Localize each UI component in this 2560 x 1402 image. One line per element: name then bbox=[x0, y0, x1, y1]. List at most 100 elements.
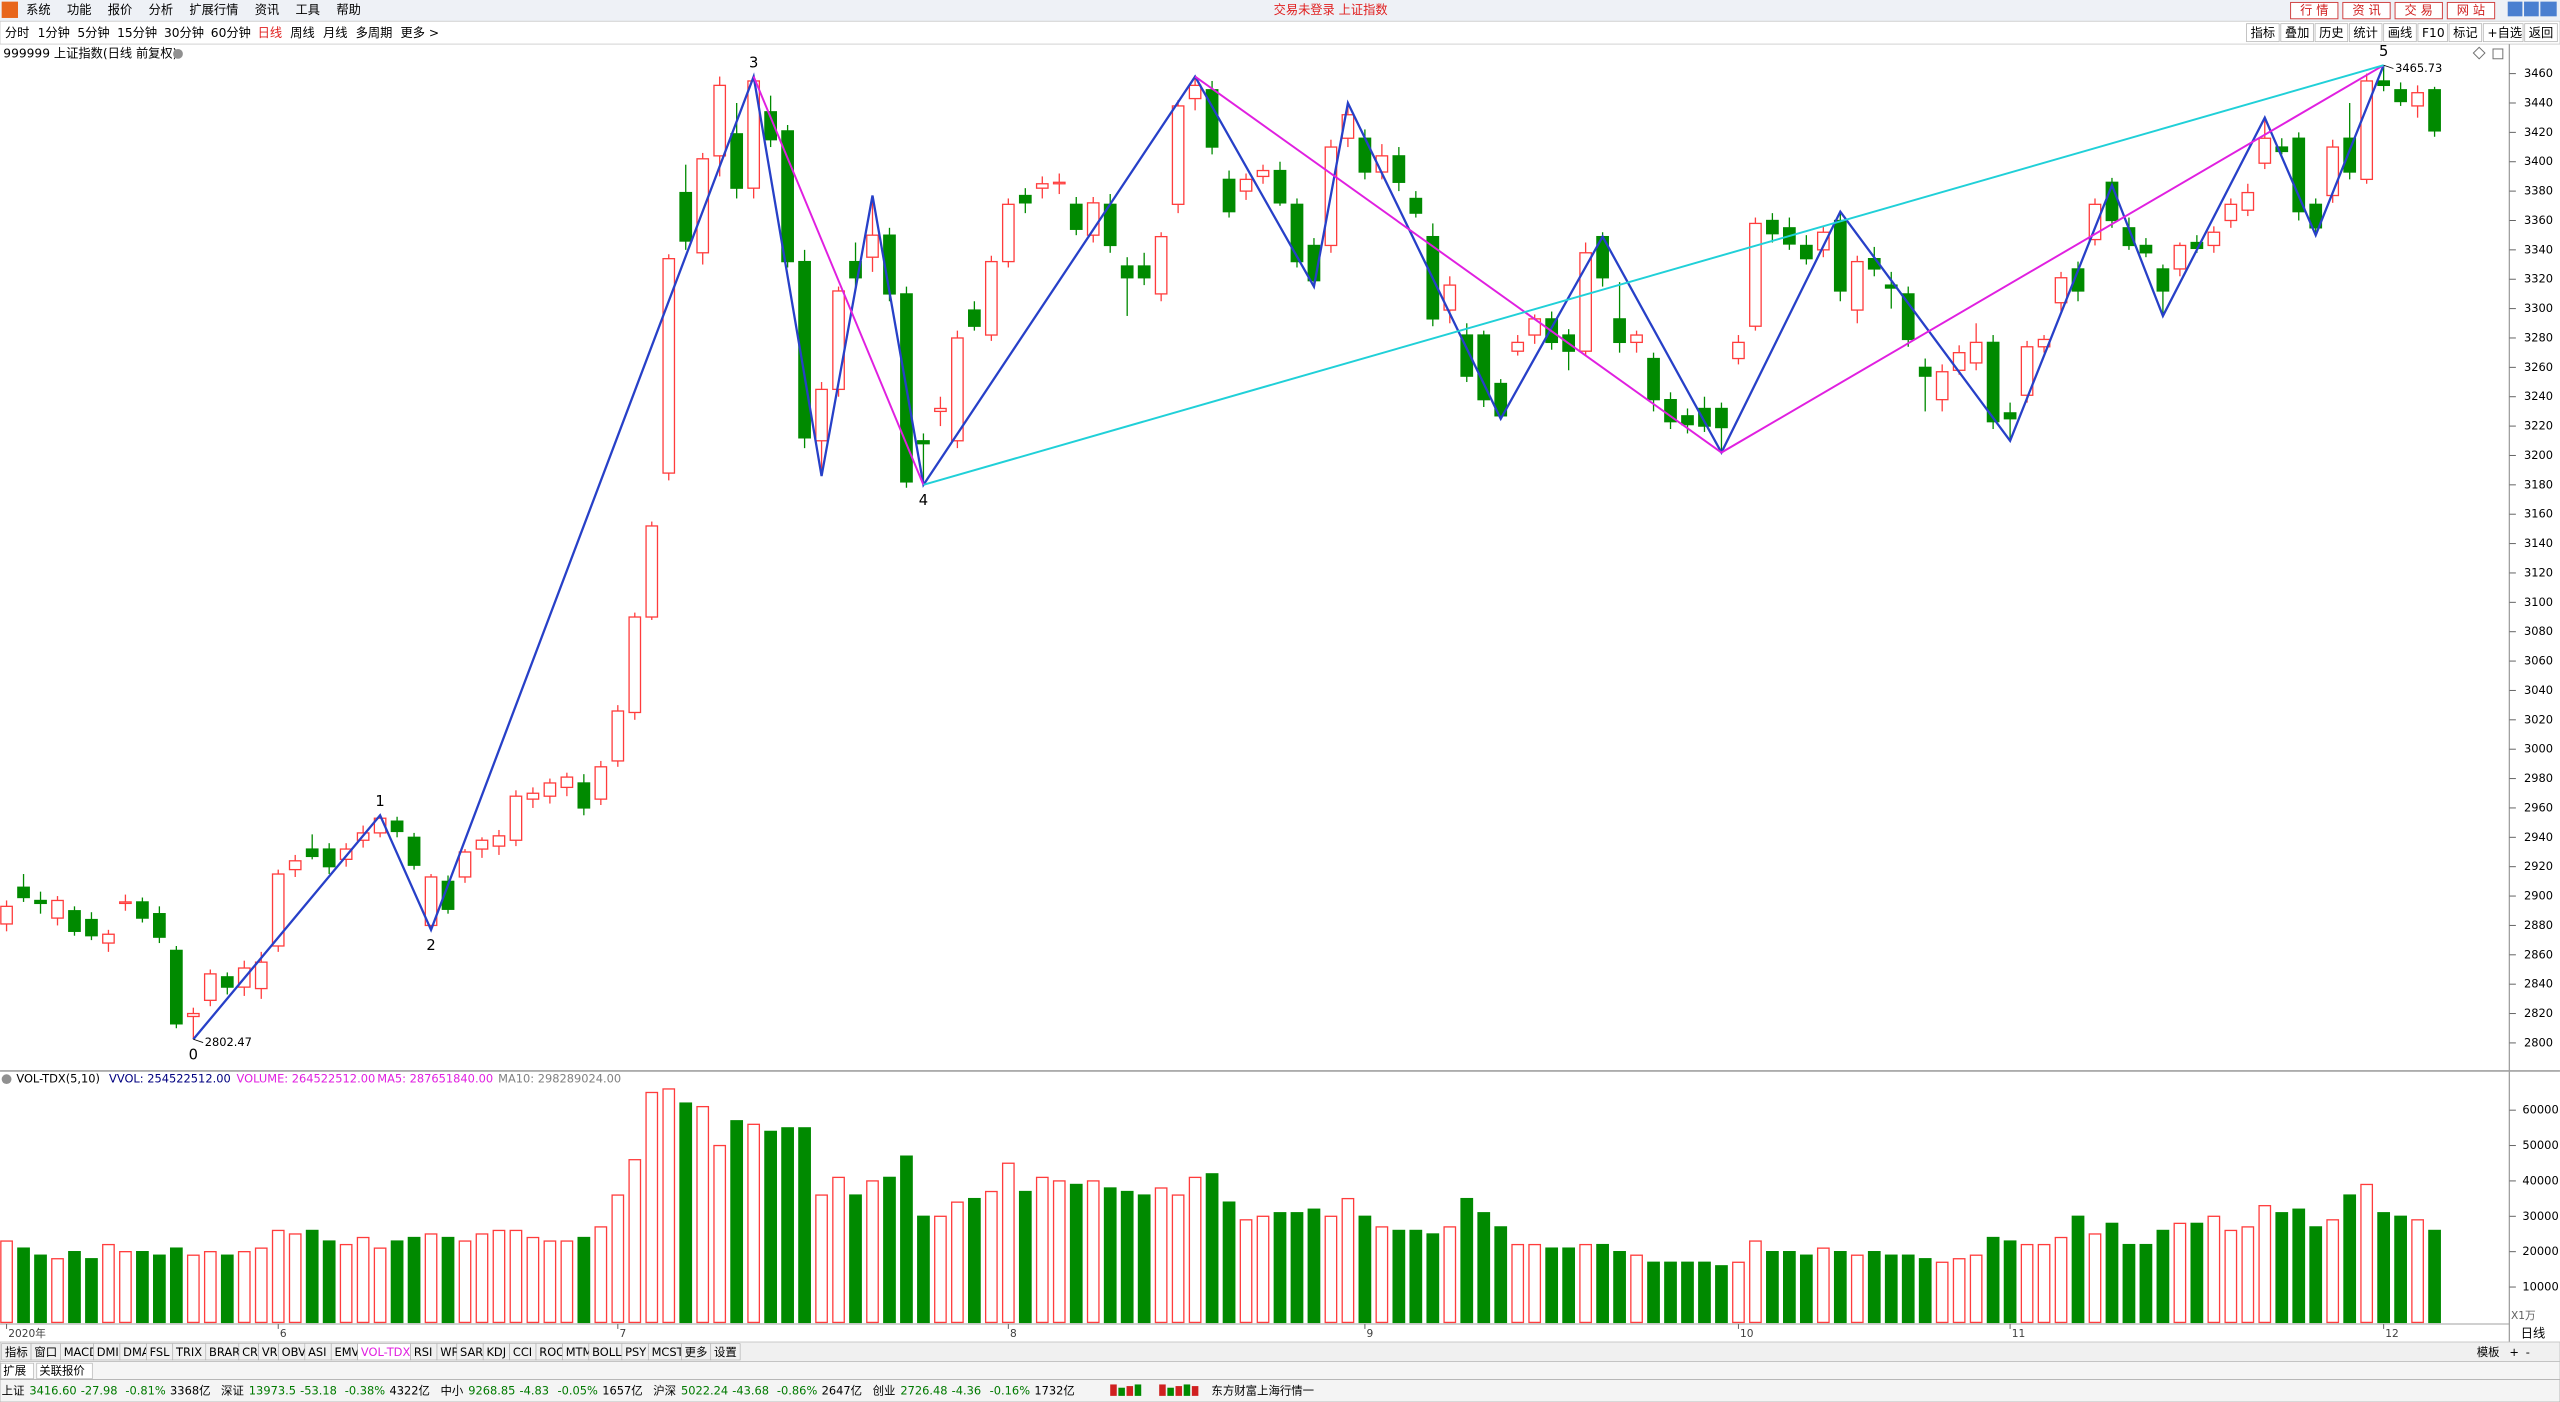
period-tab[interactable]: 日线 bbox=[258, 26, 282, 40]
indicator-tab-label[interactable]: KDJ bbox=[486, 1345, 506, 1359]
indicator-tab-label[interactable]: BRAR bbox=[209, 1345, 240, 1359]
y-tick-label: 2980 bbox=[2524, 771, 2553, 785]
indicator-tab-label[interactable]: PSY bbox=[625, 1345, 646, 1359]
window-button-label[interactable]: 行 情 bbox=[2300, 4, 2328, 18]
indicator-tab-label[interactable]: CCI bbox=[513, 1345, 532, 1359]
volume-bar bbox=[390, 1240, 404, 1324]
indicator-tab-label[interactable]: BOLL bbox=[592, 1345, 622, 1359]
tool-button[interactable] bbox=[2348, 23, 2383, 43]
template-tab[interactable]: + bbox=[2509, 1345, 2519, 1359]
window-button-label[interactable]: 网 站 bbox=[2457, 4, 2485, 18]
close-button[interactable] bbox=[2540, 1, 2557, 17]
indicator-tab-label[interactable]: ROC bbox=[539, 1345, 564, 1359]
minimize-button[interactable] bbox=[2507, 1, 2523, 17]
diamond-icon[interactable] bbox=[2472, 46, 2486, 60]
period-tab[interactable]: 5分钟 bbox=[77, 25, 109, 40]
menu-item[interactable]: 分析 bbox=[149, 3, 173, 17]
window-button[interactable] bbox=[2446, 1, 2496, 20]
extension-tab-label[interactable]: 关联报价 bbox=[39, 1364, 85, 1378]
indicator-tab-label[interactable]: RSI bbox=[414, 1345, 433, 1359]
indicator-tab-label[interactable]: 窗口 bbox=[34, 1345, 57, 1359]
window-button[interactable] bbox=[2342, 1, 2391, 20]
period-tab[interactable]: 60分钟 bbox=[211, 25, 251, 40]
indicator-tab-label[interactable]: DMA bbox=[123, 1345, 150, 1359]
indicator-tab-label[interactable]: OBV bbox=[282, 1345, 306, 1359]
period-tab[interactable]: 分时 bbox=[5, 26, 29, 40]
menu-item[interactable]: 报价 bbox=[108, 2, 132, 17]
wave-line bbox=[1194, 64, 2385, 454]
window-button-label[interactable]: 资 讯 bbox=[2352, 4, 2380, 18]
candle-body bbox=[2088, 203, 2102, 241]
indicator-tab-label[interactable]: VR bbox=[262, 1345, 278, 1359]
tool-label[interactable]: F10 bbox=[2422, 26, 2445, 40]
indicator-tab-label[interactable]: DMI bbox=[97, 1345, 119, 1359]
menu-item[interactable]: 系统 bbox=[26, 3, 50, 17]
indicator-tab-label[interactable]: WR bbox=[440, 1345, 459, 1359]
candle-body bbox=[713, 84, 727, 157]
menu-item[interactable]: 工具 bbox=[296, 3, 320, 17]
tool-button[interactable] bbox=[2417, 23, 2448, 43]
tool-label[interactable]: 标记 bbox=[2453, 26, 2477, 40]
tool-label[interactable]: 返回 bbox=[2529, 26, 2553, 40]
tool-button[interactable] bbox=[2482, 23, 2524, 43]
volume-settings-icon[interactable] bbox=[1, 1074, 12, 1085]
indicator-tab-label[interactable]: TRIX bbox=[175, 1345, 202, 1359]
tool-label[interactable]: 画线 bbox=[2388, 26, 2412, 40]
indicator-tab-label[interactable]: MCST bbox=[652, 1345, 684, 1359]
period-tab[interactable]: 1分钟 bbox=[38, 25, 70, 40]
tool-button[interactable] bbox=[2448, 23, 2483, 43]
indicator-tab-label[interactable]: MACD bbox=[64, 1345, 98, 1359]
tool-button[interactable] bbox=[2246, 23, 2280, 43]
indicator-tab-label[interactable]: 设置 bbox=[714, 1345, 737, 1359]
indicator-tab-label[interactable]: FSL bbox=[150, 1345, 171, 1359]
indicator-tab-label[interactable]: SAR bbox=[460, 1345, 483, 1359]
wave-label: 0 bbox=[189, 1047, 198, 1064]
window-button[interactable] bbox=[2394, 1, 2443, 20]
indicator-tab-label[interactable]: CR bbox=[242, 1345, 258, 1359]
tool-button[interactable] bbox=[2280, 23, 2314, 43]
tool-label[interactable]: 叠加 bbox=[2285, 26, 2309, 40]
panel-icon[interactable] bbox=[2492, 48, 2504, 60]
extension-tab[interactable] bbox=[0, 1362, 34, 1380]
tool-label[interactable]: 历史 bbox=[2319, 26, 2343, 40]
candle-body bbox=[2377, 80, 2391, 87]
tool-button[interactable] bbox=[2383, 23, 2417, 43]
indicator-tab-label[interactable]: ASI bbox=[308, 1345, 326, 1359]
period-tab[interactable]: 30分钟 bbox=[164, 25, 204, 40]
period-tab[interactable]: 月线 bbox=[323, 26, 347, 40]
chart-settings-icon[interactable] bbox=[173, 48, 183, 59]
volume-bar bbox=[628, 1159, 642, 1324]
extension-tab-label[interactable]: 扩展 bbox=[3, 1364, 26, 1378]
tool-label[interactable]: +自选 bbox=[2487, 26, 2522, 40]
indicator-tab-label[interactable]: MTM bbox=[566, 1345, 593, 1359]
menu-item[interactable]: 资讯 bbox=[255, 3, 279, 17]
menu-item[interactable]: 功能 bbox=[67, 3, 91, 17]
window-button[interactable] bbox=[2290, 1, 2339, 20]
period-tab[interactable]: 多周期 bbox=[356, 26, 393, 40]
window-button-label[interactable]: 交 易 bbox=[2405, 3, 2433, 18]
tool-label[interactable]: 指标 bbox=[2251, 25, 2275, 40]
menu-item[interactable]: 扩展行情 bbox=[189, 3, 238, 17]
indicator-tab-label[interactable]: VOL-TDX bbox=[361, 1345, 411, 1359]
extension-tab[interactable] bbox=[36, 1362, 93, 1380]
tool-button[interactable] bbox=[2524, 23, 2558, 43]
candle-body bbox=[0, 905, 13, 925]
period-tab[interactable]: 周线 bbox=[290, 26, 314, 40]
wave-label: 1 bbox=[375, 793, 384, 810]
template-tab[interactable]: - bbox=[2526, 1345, 2530, 1359]
indicator-tab-label[interactable]: 更多 bbox=[685, 1345, 708, 1359]
tool-button[interactable] bbox=[2314, 23, 2349, 43]
volume-bar bbox=[1222, 1201, 1236, 1324]
volume-bar bbox=[1799, 1254, 1813, 1324]
template-tab[interactable]: 模板 bbox=[2477, 1345, 2500, 1359]
tool-label[interactable]: 统计 bbox=[2353, 26, 2377, 40]
period-tab[interactable]: 更多 > bbox=[401, 26, 440, 40]
indicator-tab[interactable] bbox=[710, 1343, 741, 1361]
period-tab[interactable]: 15分钟 bbox=[117, 25, 157, 40]
candle-body bbox=[1969, 341, 1983, 364]
volume-bar bbox=[1069, 1183, 1083, 1324]
indicator-tab-label[interactable]: 指标 bbox=[5, 1345, 28, 1359]
menu-item[interactable]: 帮助 bbox=[336, 3, 360, 17]
indicator-tab-label[interactable]: EMV bbox=[334, 1345, 359, 1359]
maximize-button[interactable] bbox=[2524, 1, 2539, 17]
